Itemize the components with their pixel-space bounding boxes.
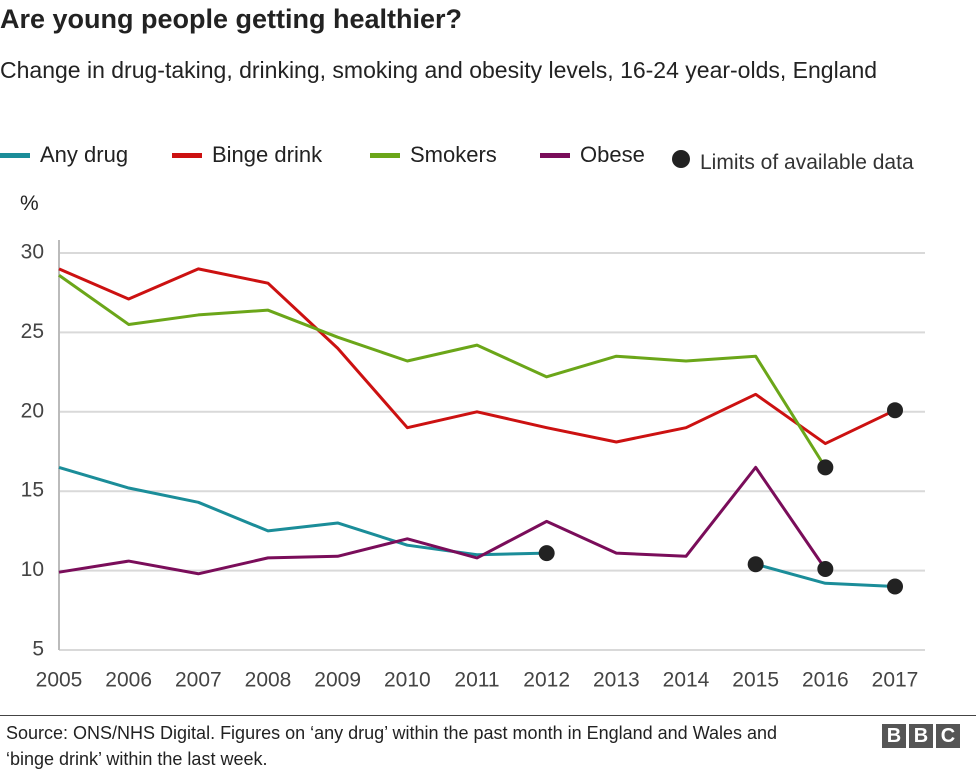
x-tick-label: 2017 [872,669,919,692]
legend-swatch [172,153,202,158]
legend-label: Binge drink [212,142,323,167]
y-tick-label: 15 [21,479,44,502]
legend-swatch [540,153,570,158]
chart: 5 10 15 20 25 30 2005 2006 2007 2008 2009 2010 2011 2… [21,240,925,692]
limit-dot [887,402,903,419]
limit-dot [817,459,834,476]
x-tick-label: 2007 [175,669,222,692]
legend-label: Limits of available data [700,151,914,174]
x-tick-label: 2005 [36,669,83,692]
x-tick-label: 2014 [663,669,710,692]
x-tick-label: 2010 [384,669,431,692]
y-tick-label: 10 [21,558,44,581]
y-tick-label: 30 [21,241,44,264]
footer-rule [0,715,976,716]
x-tick-label: 2006 [105,669,152,692]
legend-swatch [370,153,400,158]
chart-title: Are young people getting healthier? [0,4,463,34]
x-tick-label: 2016 [802,669,849,692]
legend-label: Obese [580,142,645,167]
limit-dot [887,578,903,595]
legend-dot [672,150,690,168]
legend: Limits of available data Any drug Binge d… [0,140,976,220]
legend-label: Any drug [40,142,129,167]
series-line [58,465,896,588]
legend-label: Smokers [410,142,497,167]
x-tick-label: 2015 [732,669,779,692]
y-tick-label: 20 [21,399,44,422]
limit-dot [817,561,834,578]
x-tick-label: 2008 [245,669,292,692]
y-axis-label: % [20,192,39,215]
legend-swatch [0,153,30,158]
x-tick-label: 2011 [454,669,499,692]
series-line [58,274,827,469]
x-tick-label: 2012 [523,669,570,692]
limit-dot [747,556,764,573]
limit-dot [538,545,555,562]
y-tick-label: 5 [32,638,44,661]
x-tick-label: 2009 [314,669,361,692]
series-line [58,465,827,576]
y-tick-label: 25 [21,320,44,343]
x-tick-label: 2013 [593,669,640,692]
source: Source: ONS/NHS Digital. Figures on ‘any… [6,723,778,769]
series-line [58,267,896,446]
chart-subtitle: Change in drug-taking, drinking, smoking… [0,57,878,83]
